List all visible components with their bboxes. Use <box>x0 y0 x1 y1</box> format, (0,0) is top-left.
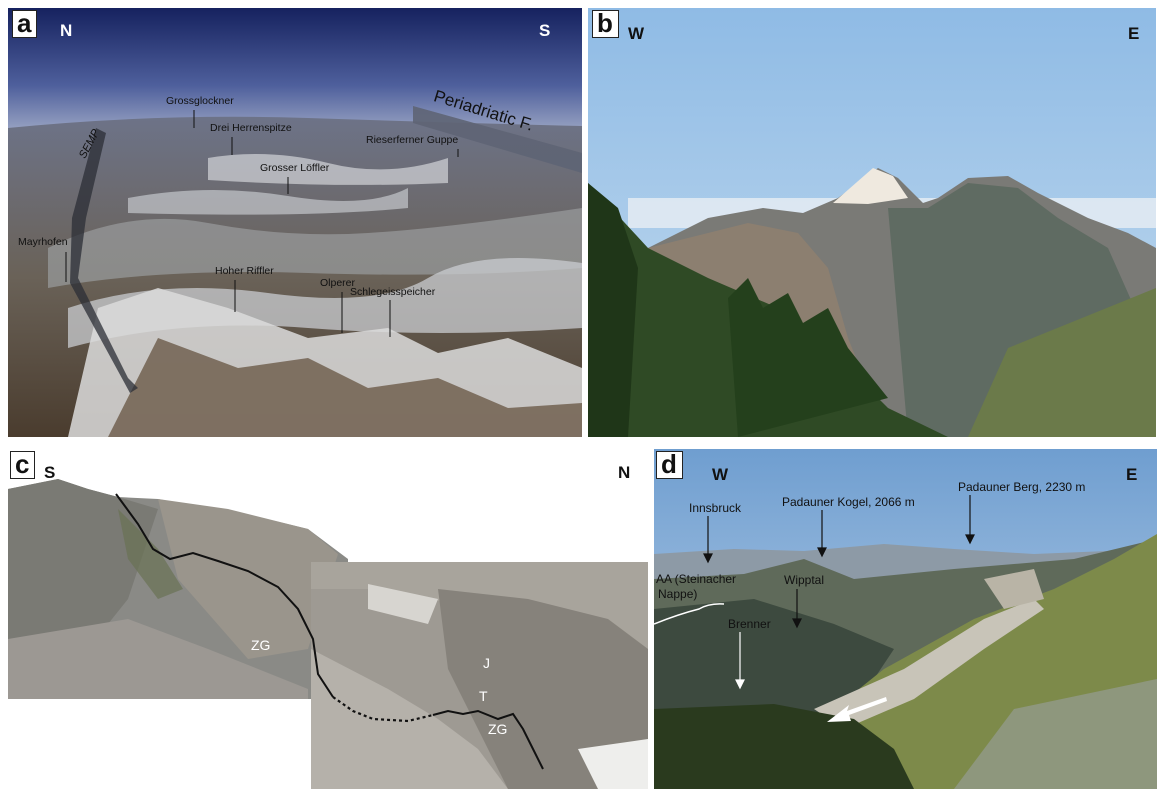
panel-a-letter: a <box>12 10 38 38</box>
panel-b-photo <box>588 8 1156 437</box>
panel-c-north-label: N <box>618 463 631 482</box>
label-aa-steinacher: AA (Steinacher <box>656 572 737 586</box>
panel-b-east-label: E <box>1128 24 1140 43</box>
panel-c-letter: c <box>10 451 36 479</box>
panel-a-north-label: N <box>60 21 73 40</box>
panel-b-mountain-view <box>588 8 1156 437</box>
panel-b-west-label: W <box>628 24 645 43</box>
label-t: T <box>479 688 488 704</box>
label-wipptal: Wipptal <box>784 573 825 587</box>
label-drei-herrenspitze: Drei Herrenspitze <box>210 122 292 134</box>
label-hoher-riffler: Hoher Riffler <box>215 265 274 277</box>
label-j: J <box>483 655 490 671</box>
label-olperer: Olperer <box>320 277 356 289</box>
label-grosser-loeffler: Grosser Löffler <box>260 162 330 174</box>
panel-c-south-label: S <box>44 463 56 482</box>
panel-d-valley-view <box>654 449 1157 789</box>
label-innsbruck: Innsbruck <box>689 501 742 515</box>
label-grossglockner: Grossglockner <box>166 95 234 107</box>
panel-c-photo <box>8 449 648 789</box>
panel-a-photo <box>8 8 582 437</box>
panel-d-east-label: E <box>1126 465 1138 484</box>
panel-b-letter: b <box>592 10 619 38</box>
label-rieserferner: Rieserferner Guppe <box>366 134 459 146</box>
panel-c-rock-face <box>8 449 648 789</box>
panel-a-aerial-view <box>8 8 582 437</box>
panel-d-west-label: W <box>712 465 729 484</box>
label-schlegeisspeicher: Schlegeisspeicher <box>350 286 436 298</box>
panel-d-photo <box>654 449 1157 789</box>
label-zg-left: ZG <box>251 637 271 653</box>
label-zg-right: ZG <box>488 721 508 737</box>
label-padauner-kogel: Padauner Kogel, 2066 m <box>782 495 915 509</box>
label-mayrhofen: Mayrhofen <box>18 236 68 248</box>
label-nappe: Nappe) <box>658 587 698 601</box>
panel-a-south-label: S <box>539 21 551 40</box>
label-padauner-berg: Padauner Berg, 2230 m <box>958 480 1086 494</box>
panel-d-letter: d <box>656 451 683 479</box>
label-brenner: Brenner <box>728 617 771 631</box>
